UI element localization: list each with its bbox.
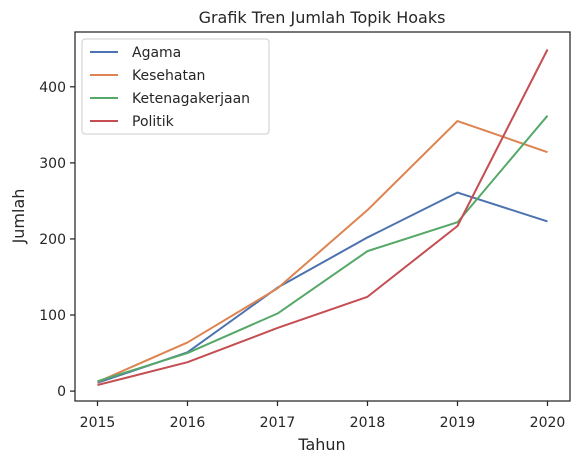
legend-label: Politik bbox=[132, 114, 175, 130]
series-line-politik bbox=[97, 49, 549, 386]
x-tick-label: 2019 bbox=[440, 415, 476, 431]
y-tick-label: 200 bbox=[39, 232, 66, 248]
y-axis: 0 100 200 300 400 bbox=[39, 80, 75, 400]
y-tick-label: 0 bbox=[57, 384, 66, 400]
x-axis-label: Tahun bbox=[297, 435, 345, 454]
x-tick-label: 2017 bbox=[260, 415, 296, 431]
y-tick-label: 400 bbox=[39, 80, 66, 96]
legend-label: Ketenagakerjaan bbox=[132, 91, 250, 107]
series-lines bbox=[97, 49, 549, 386]
legend-label: Agama bbox=[132, 45, 181, 61]
x-tick-label: 2020 bbox=[530, 415, 566, 431]
x-axis: 2015 2016 2017 2018 2019 2020 bbox=[80, 401, 566, 431]
x-tick-label: 2015 bbox=[80, 415, 116, 431]
y-axis-label: Jumlah bbox=[9, 189, 28, 245]
x-tick-label: 2018 bbox=[350, 415, 386, 431]
legend-label: Kesehatan bbox=[132, 68, 205, 84]
chart-title: Grafik Tren Jumlah Topik Hoaks bbox=[199, 8, 446, 27]
y-tick-label: 300 bbox=[39, 156, 66, 172]
legend-box bbox=[81, 38, 270, 135]
axes-frame bbox=[74, 31, 571, 402]
legend: Agama Kesehatan Ketenagakerjaan Politik bbox=[81, 38, 270, 135]
y-tick-label: 100 bbox=[39, 308, 66, 324]
series-line-ketenagakerjaan bbox=[97, 115, 549, 383]
x-tick-label: 2016 bbox=[170, 415, 206, 431]
series-line-kesehatan bbox=[97, 120, 548, 383]
